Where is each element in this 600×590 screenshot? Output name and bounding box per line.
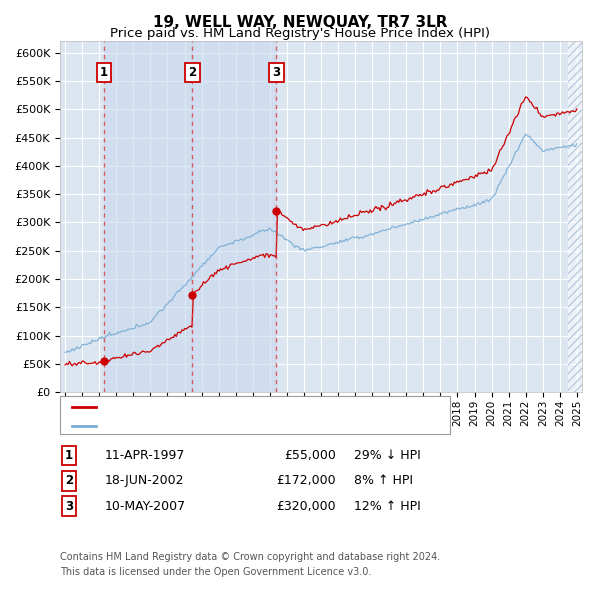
Text: £320,000: £320,000 bbox=[277, 500, 336, 513]
Text: 1: 1 bbox=[100, 66, 108, 79]
Text: 1: 1 bbox=[65, 449, 73, 462]
Bar bbox=[568, 41, 584, 392]
Text: 2: 2 bbox=[188, 66, 196, 79]
Text: 18-JUN-2002: 18-JUN-2002 bbox=[105, 474, 185, 487]
Text: HPI: Average price, detached house, Cornwall: HPI: Average price, detached house, Corn… bbox=[102, 419, 371, 432]
Text: Price paid vs. HM Land Registry's House Price Index (HPI): Price paid vs. HM Land Registry's House … bbox=[110, 27, 490, 40]
Bar bbox=[193, 41, 276, 392]
Text: 8% ↑ HPI: 8% ↑ HPI bbox=[354, 474, 413, 487]
Text: £55,000: £55,000 bbox=[284, 449, 336, 462]
Bar bbox=[568, 41, 584, 392]
Text: 19, WELL WAY, NEWQUAY, TR7 3LR: 19, WELL WAY, NEWQUAY, TR7 3LR bbox=[153, 15, 447, 30]
Text: This data is licensed under the Open Government Licence v3.0.: This data is licensed under the Open Gov… bbox=[60, 567, 371, 577]
Text: 12% ↑ HPI: 12% ↑ HPI bbox=[354, 500, 421, 513]
Text: 29% ↓ HPI: 29% ↓ HPI bbox=[354, 449, 421, 462]
Text: 3: 3 bbox=[65, 500, 73, 513]
Text: Contains HM Land Registry data © Crown copyright and database right 2024.: Contains HM Land Registry data © Crown c… bbox=[60, 552, 440, 562]
Text: 11-APR-1997: 11-APR-1997 bbox=[105, 449, 185, 462]
Text: 3: 3 bbox=[272, 66, 280, 79]
Bar bbox=[104, 41, 193, 392]
Text: 10-MAY-2007: 10-MAY-2007 bbox=[105, 500, 186, 513]
Text: £172,000: £172,000 bbox=[277, 474, 336, 487]
Text: 19, WELL WAY, NEWQUAY, TR7 3LR (detached house): 19, WELL WAY, NEWQUAY, TR7 3LR (detached… bbox=[102, 401, 416, 414]
Text: 2: 2 bbox=[65, 474, 73, 487]
